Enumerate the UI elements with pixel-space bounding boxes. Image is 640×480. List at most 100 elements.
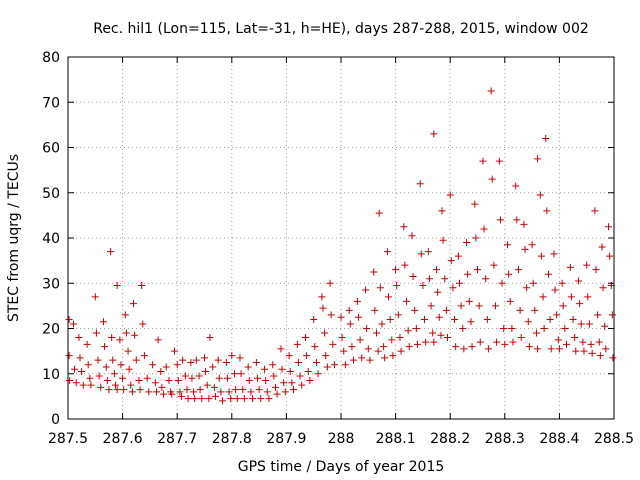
data-point bbox=[117, 361, 125, 369]
data-point bbox=[210, 383, 218, 391]
data-point bbox=[188, 374, 196, 382]
y-tick-label: 50 bbox=[42, 186, 60, 202]
data-point bbox=[130, 300, 138, 308]
x-tick-label: 287.7 bbox=[157, 431, 197, 447]
data-point bbox=[222, 358, 230, 366]
data-point bbox=[362, 286, 370, 294]
data-point bbox=[140, 352, 148, 360]
data-point bbox=[609, 354, 617, 362]
data-point bbox=[370, 268, 378, 276]
data-point bbox=[408, 232, 416, 240]
data-point bbox=[601, 322, 609, 330]
data-point bbox=[86, 374, 94, 382]
data-point bbox=[534, 155, 542, 163]
data-point bbox=[87, 381, 95, 389]
data-point bbox=[480, 225, 488, 233]
data-point bbox=[181, 372, 189, 380]
data-point bbox=[94, 356, 102, 364]
data-point bbox=[265, 395, 273, 403]
data-point bbox=[261, 365, 269, 373]
data-point bbox=[138, 282, 146, 290]
y-tick-label: 60 bbox=[42, 141, 60, 157]
data-point bbox=[566, 263, 574, 271]
data-point bbox=[327, 311, 335, 319]
data-point bbox=[427, 302, 435, 310]
data-point bbox=[422, 338, 430, 346]
data-point bbox=[516, 306, 524, 314]
grid-lines bbox=[68, 57, 614, 419]
data-point bbox=[433, 266, 441, 274]
data-point bbox=[504, 241, 512, 249]
y-tick-label: 40 bbox=[42, 231, 60, 247]
x-tick-label: 288.3 bbox=[485, 431, 525, 447]
data-point bbox=[270, 372, 278, 380]
data-point bbox=[121, 311, 129, 319]
data-point bbox=[585, 320, 593, 328]
x-tick-label: 288.1 bbox=[376, 431, 416, 447]
data-point bbox=[131, 331, 139, 339]
data-point bbox=[540, 325, 548, 332]
data-point bbox=[353, 297, 361, 305]
data-point bbox=[125, 365, 133, 373]
data-point bbox=[393, 282, 401, 290]
data-point bbox=[165, 377, 173, 385]
data-point bbox=[236, 354, 244, 362]
data-point bbox=[247, 388, 255, 396]
data-point bbox=[179, 356, 187, 364]
data-point bbox=[475, 302, 483, 310]
chart-title: Rec. hil1 (Lon=115, Lat=-31, h=HE), days… bbox=[93, 21, 589, 37]
data-point bbox=[128, 388, 136, 396]
data-point bbox=[396, 334, 404, 342]
data-point bbox=[124, 347, 132, 355]
data-point bbox=[498, 279, 506, 287]
data-point bbox=[380, 343, 388, 351]
data-point bbox=[262, 377, 270, 385]
data-point bbox=[547, 345, 555, 353]
data-point bbox=[289, 386, 297, 394]
data-point bbox=[569, 315, 577, 323]
data-point bbox=[102, 363, 110, 371]
data-point bbox=[501, 340, 509, 348]
data-point bbox=[151, 379, 159, 387]
data-point bbox=[483, 315, 491, 323]
y-tick-label: 10 bbox=[42, 367, 60, 383]
data-point bbox=[571, 334, 579, 342]
data-point bbox=[429, 329, 437, 337]
data-point bbox=[375, 209, 383, 217]
data-point bbox=[409, 272, 417, 280]
data-point bbox=[424, 248, 432, 256]
data-point bbox=[132, 356, 140, 364]
data-point bbox=[465, 297, 473, 305]
data-point bbox=[319, 304, 327, 312]
data-point bbox=[363, 325, 371, 332]
data-point bbox=[113, 386, 121, 394]
data-point bbox=[446, 191, 454, 199]
data-point bbox=[524, 318, 532, 326]
data-point bbox=[170, 347, 178, 355]
data-point bbox=[184, 395, 192, 403]
data-point bbox=[231, 370, 239, 378]
data-point bbox=[168, 390, 176, 398]
data-point bbox=[105, 386, 113, 394]
data-point bbox=[202, 367, 210, 375]
data-point bbox=[435, 313, 443, 321]
data-point bbox=[158, 383, 166, 391]
data-point bbox=[201, 354, 208, 362]
data-point bbox=[249, 395, 257, 403]
data-point bbox=[65, 352, 73, 360]
data-point bbox=[401, 261, 409, 269]
data-point bbox=[505, 270, 513, 278]
data-point bbox=[536, 191, 544, 199]
data-point bbox=[561, 325, 569, 332]
y-tick-label: 20 bbox=[42, 322, 60, 338]
data-point bbox=[149, 361, 157, 369]
data-point bbox=[296, 372, 304, 380]
data-point bbox=[112, 381, 120, 389]
data-point bbox=[579, 338, 587, 346]
data-point bbox=[127, 381, 135, 389]
data-point bbox=[605, 223, 613, 231]
data-point bbox=[65, 315, 73, 323]
data-point bbox=[345, 306, 353, 314]
data-point bbox=[173, 361, 181, 369]
data-point bbox=[358, 354, 366, 362]
